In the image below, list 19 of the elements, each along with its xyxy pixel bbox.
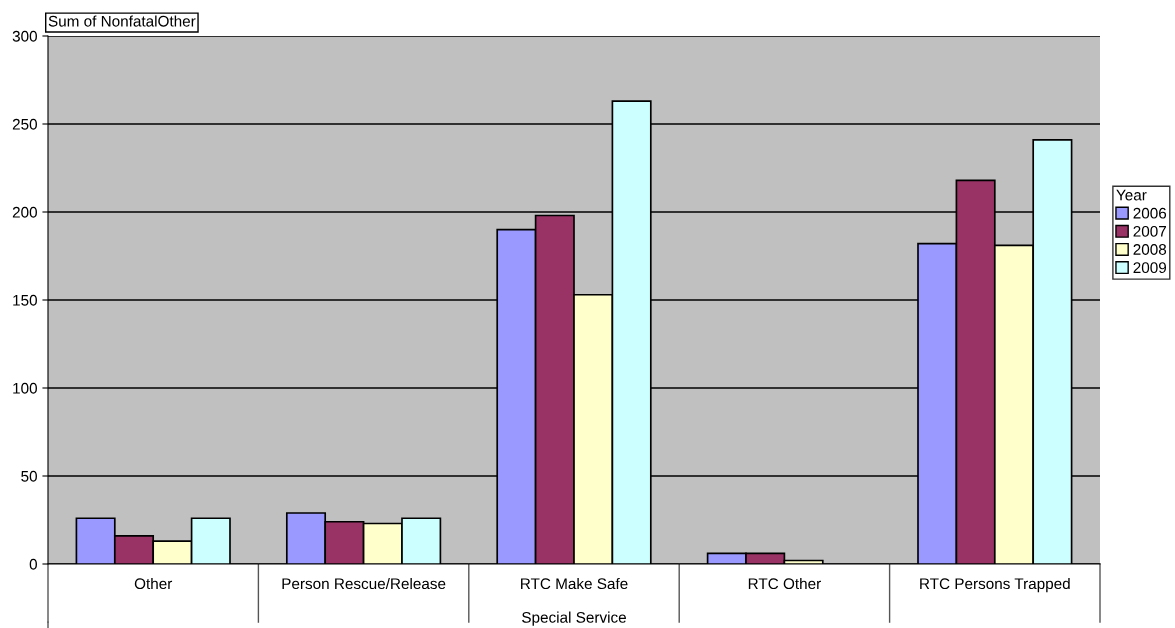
y-axis-title: Sum of NonfatalOther (48, 15, 196, 27)
x-tick-label: RTC Persons Trapped (920, 577, 1070, 593)
x-tick-label: Person Rescue/Release (282, 577, 446, 590)
x-tick-label: RTC Make Safe (521, 577, 628, 590)
legend-label: 2006 (1133, 207, 1167, 219)
legend-label: 2009 (1133, 262, 1167, 274)
x-tick-label: Other (134, 577, 173, 590)
y-tick-label: 150 (13, 294, 37, 306)
y-tick-label: 200 (12, 206, 37, 218)
legend-label: 2007 (1133, 225, 1166, 237)
y-tick-label: 300 (12, 30, 37, 42)
y-tick-label: 250 (12, 118, 37, 130)
x-tick-label: RTC Other (748, 577, 821, 590)
y-tick-label: 0 (29, 558, 37, 570)
x-axis-title: Special Service (522, 611, 626, 626)
y-tick-label: 50 (21, 470, 37, 482)
legend-title: Year (1116, 189, 1147, 201)
y-tick-label: 100 (13, 382, 37, 394)
legend-label: 2008 (1133, 244, 1167, 255)
